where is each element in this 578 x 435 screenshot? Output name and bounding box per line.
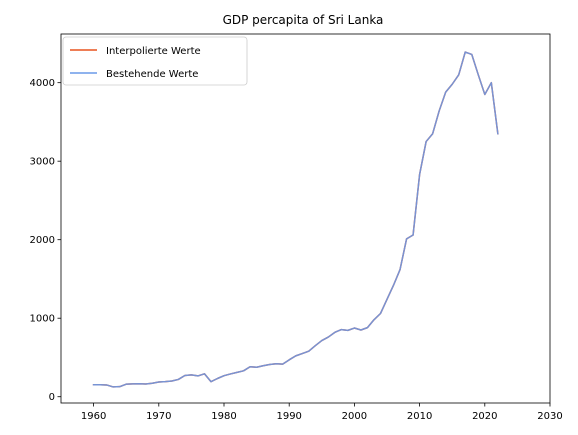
axes: 1960 1970 1980 1990 2000 2010 2020 2030 0 1000 200…: [30, 33, 563, 422]
series-line-2: [92, 51, 499, 388]
x-tick-label: 2030: [537, 411, 562, 422]
y-tick-label: 2000: [30, 235, 55, 246]
x-tick-label: 2000: [342, 411, 367, 422]
legend-box: [62, 36, 248, 86]
y-tick-label: 1000: [30, 314, 55, 325]
chart-title: GDP percapita of Sri Lanka: [223, 13, 384, 27]
y-tick-label: 3000: [30, 157, 55, 168]
x-tick-label: 1960: [81, 411, 106, 422]
legend: Interpolierte Werte Bestehende Werte: [62, 36, 248, 86]
x-tick-label: 1990: [276, 411, 301, 422]
x-tick-label: 2020: [472, 411, 497, 422]
x-tick-label: 1970: [146, 411, 171, 422]
y-tick-label: 0: [49, 392, 55, 403]
x-tick-label: 2010: [407, 411, 432, 422]
legend-label-1: Interpolierte Werte: [106, 46, 201, 57]
legend-label-2: Bestehende Werte: [106, 69, 198, 80]
plot-lines: [92, 51, 499, 388]
axes-frame: [60, 33, 551, 404]
x-tick-label: 1980: [211, 411, 236, 422]
y-tick-label: 4000: [30, 78, 55, 89]
